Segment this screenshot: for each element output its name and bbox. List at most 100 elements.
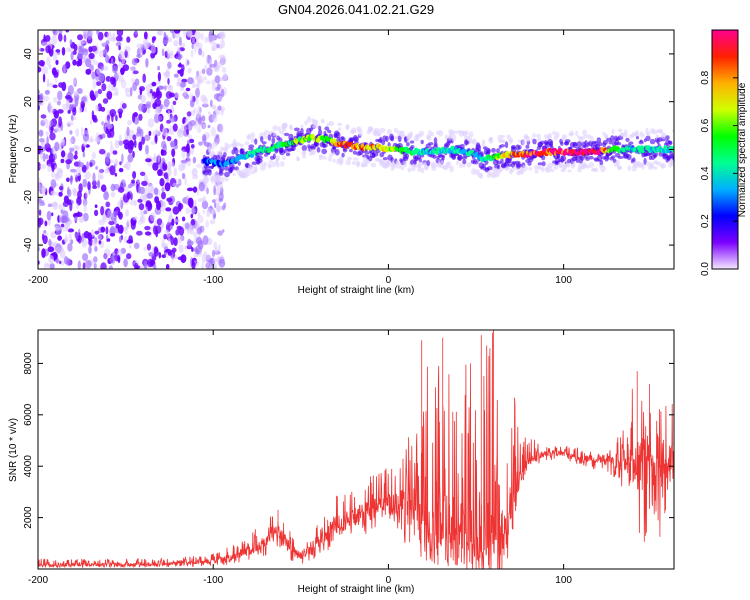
noise-cell [190, 49, 194, 58]
noise-cell [101, 121, 104, 126]
ridge-halo-cell [364, 151, 370, 155]
noise-cell [47, 246, 55, 253]
noise-cell [214, 59, 218, 68]
ridge-halo-cell [516, 163, 523, 168]
ridge-halo-cell [345, 159, 351, 166]
noise-cell [91, 71, 96, 80]
ridge-halo-cell [521, 165, 528, 172]
noise-cell [60, 260, 65, 266]
snr-frame [37, 329, 675, 570]
ridge-halo-cell [220, 146, 224, 153]
noise-cell [54, 141, 60, 152]
noise-cell [186, 187, 194, 192]
ridge-halo-cell [472, 138, 477, 145]
noise-cell [38, 217, 42, 228]
ridge-halo-cell [332, 158, 336, 163]
noise-cell [72, 59, 77, 66]
noise-cell [60, 209, 64, 214]
noise-cell [50, 179, 57, 189]
noise-cell [172, 123, 178, 132]
y-tick-label: 6000 [23, 403, 34, 426]
noise-cell [167, 110, 171, 117]
noise-cell [186, 111, 192, 117]
ridge-halo-cell [521, 138, 525, 146]
ridge-halo-cell [352, 157, 359, 161]
noise-cell [136, 128, 142, 134]
ridge-halo-cell [645, 135, 651, 142]
noise-cell [192, 231, 198, 238]
ridge-halo-cell [420, 139, 424, 145]
noise-cell [51, 67, 57, 76]
noise-cell [166, 48, 171, 58]
noise-cell [98, 148, 106, 155]
noise-cell [206, 254, 212, 261]
noise-cell [132, 81, 138, 92]
ridge-halo-cell [283, 132, 290, 137]
noise-cell [140, 94, 146, 104]
noise-cell [54, 165, 58, 170]
ridge-halo-cell [452, 130, 457, 135]
noise-cell [203, 134, 207, 142]
noise-cell [156, 31, 162, 36]
ridge-halo-cell [509, 137, 513, 145]
noise-cell [53, 153, 57, 160]
noise-cell [114, 139, 120, 149]
noise-cell [76, 212, 83, 217]
ridge-halo-cell [356, 128, 363, 134]
noise-cell [72, 50, 77, 55]
noise-cell [216, 204, 222, 213]
ridge-halo-cell [224, 171, 230, 177]
noise-cell [136, 178, 141, 184]
noise-cell [178, 244, 184, 253]
y-tick-label: 8000 [23, 352, 34, 375]
noise-cell [144, 104, 151, 109]
ridge-halo-cell [565, 162, 571, 168]
noise-cell [189, 99, 195, 108]
noise-cell [137, 185, 141, 194]
noise-cell [120, 79, 127, 89]
noise-cell [86, 161, 89, 171]
noise-cell [187, 238, 192, 248]
ridge-halo-cell [567, 169, 572, 173]
noise-cell [191, 247, 194, 252]
noise-cell [70, 168, 77, 173]
ridge-halo-cell [661, 132, 667, 140]
noise-cell [43, 232, 49, 237]
noise-cell [163, 172, 169, 180]
noise-cell [52, 108, 58, 115]
noise-cell [55, 123, 60, 132]
noise-cell [127, 183, 133, 189]
ridge-halo-cell [211, 141, 218, 148]
noise-cell [184, 245, 188, 250]
noise-cell [219, 123, 224, 134]
noise-cell [82, 198, 88, 207]
noise-cell [105, 201, 111, 208]
noise-cell [150, 95, 155, 105]
noise-cell [165, 263, 170, 269]
noise-cell [132, 216, 138, 221]
noise-cell [109, 165, 116, 176]
ridge-halo-cell [351, 130, 357, 134]
noise-cell [41, 41, 49, 46]
noise-cell [184, 177, 187, 186]
noise-cell [126, 239, 134, 244]
noise-cell [200, 32, 204, 41]
noise-cell [196, 186, 200, 197]
noise-cell [141, 136, 146, 145]
noise-cell [195, 97, 199, 105]
colorbar-tick-label: 0.4 [700, 166, 711, 180]
ridge-halo-cell [665, 135, 670, 141]
noise-cell [191, 37, 196, 44]
noise-cell [74, 172, 78, 178]
noise-cell [121, 153, 124, 164]
noise-cell [58, 116, 62, 126]
noise-cell [169, 116, 176, 123]
noise-cell [112, 150, 118, 155]
noise-cell [78, 183, 83, 193]
ridge-halo-cell [438, 130, 444, 137]
noise-cell [102, 98, 109, 104]
noise-cell [108, 220, 115, 226]
snr-y-label: SNR (10 * v/v) [8, 418, 19, 482]
ridge-halo-cell [318, 129, 323, 137]
ridge-halo-cell [575, 158, 580, 163]
